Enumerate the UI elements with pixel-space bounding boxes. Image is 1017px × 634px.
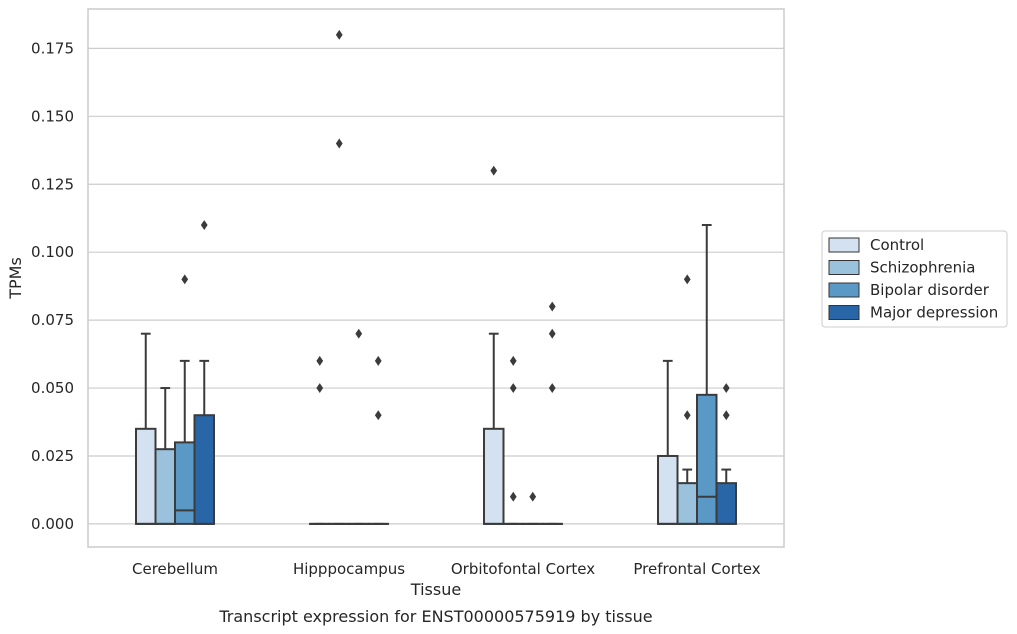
outlier-point (374, 410, 382, 421)
outlier-point (316, 355, 324, 366)
y-tick-label: 0.175 (31, 39, 74, 57)
y-tick-label: 0.075 (31, 311, 74, 329)
outlier-point (335, 138, 343, 149)
y-tick-label: 0.100 (31, 243, 74, 261)
legend-swatch (828, 237, 860, 253)
outlier-point (548, 301, 556, 312)
outlier-points (181, 29, 730, 502)
outlier-point (509, 355, 517, 366)
y-tick-labels: 0.000 0.025 0.050 0.075 0.100 0.125 0.150 0.175 (31, 39, 74, 533)
box-body (483, 427, 505, 525)
y-tick-label: 0.000 (31, 515, 74, 533)
y-tick-label: 0.125 (31, 175, 74, 193)
outlier-point (374, 355, 382, 366)
box-body (193, 414, 215, 525)
outlier-point (529, 491, 537, 502)
legend-entry: Control (870, 236, 924, 254)
box-body (676, 482, 698, 525)
box-groups (135, 224, 737, 525)
box-body (696, 393, 718, 525)
outlier-point (509, 383, 517, 393)
box-body (174, 441, 196, 525)
box-bipolar-disorder (696, 224, 718, 525)
box-body (135, 427, 157, 525)
y-tick-label: 0.050 (31, 379, 74, 397)
outlier-point (316, 383, 324, 393)
legend: Control Schizophrenia Bipolar disorder Majo… (821, 230, 1008, 328)
x-tick-label: Hipppocampus (293, 560, 405, 578)
x-axis-label: Tissue (410, 580, 461, 599)
chart-caption: Transcript expression for ENST0000057591… (218, 607, 652, 626)
y-axis-label: TPMs (6, 257, 25, 300)
legend-swatch (828, 282, 860, 298)
outlier-point (548, 328, 556, 339)
outlier-point (683, 410, 691, 421)
outlier-point (722, 410, 730, 421)
outlier-point (548, 383, 556, 393)
outlier-point (335, 29, 343, 40)
legend-entry: Bipolar disorder (870, 281, 990, 299)
legend-swatch (828, 305, 860, 320)
legend-frame (821, 230, 1008, 328)
legend-entry: Major depression (870, 304, 998, 322)
outlier-point (509, 491, 517, 502)
outlier-point (181, 274, 189, 285)
box-body (715, 482, 737, 525)
x-tick-labels: Cerebellum Hipppocampus Orbitofontal Corte… (132, 560, 761, 578)
outlier-point (683, 274, 691, 285)
outlier-point (722, 383, 730, 393)
box-major-depression (193, 359, 215, 525)
legend-swatch (828, 260, 860, 275)
outlier-point (355, 328, 363, 339)
y-tick-label: 0.025 (31, 447, 74, 465)
outlier-point (200, 220, 208, 230)
y-tick-label: 0.150 (31, 107, 74, 125)
box-bipolar-disorder (174, 359, 196, 525)
x-tick-label: Prefrontal Cortex (633, 560, 760, 578)
box-body (657, 454, 679, 525)
box-major-depression (715, 468, 737, 525)
x-tick-label: Orbitofontal Cortex (451, 560, 595, 578)
box-body (154, 448, 176, 525)
box-schizophrenia (154, 387, 176, 525)
box-control (483, 332, 505, 525)
x-tick-label: Cerebellum (132, 560, 218, 578)
legend-entry: Schizophrenia (870, 259, 975, 277)
outlier-point (490, 165, 498, 176)
